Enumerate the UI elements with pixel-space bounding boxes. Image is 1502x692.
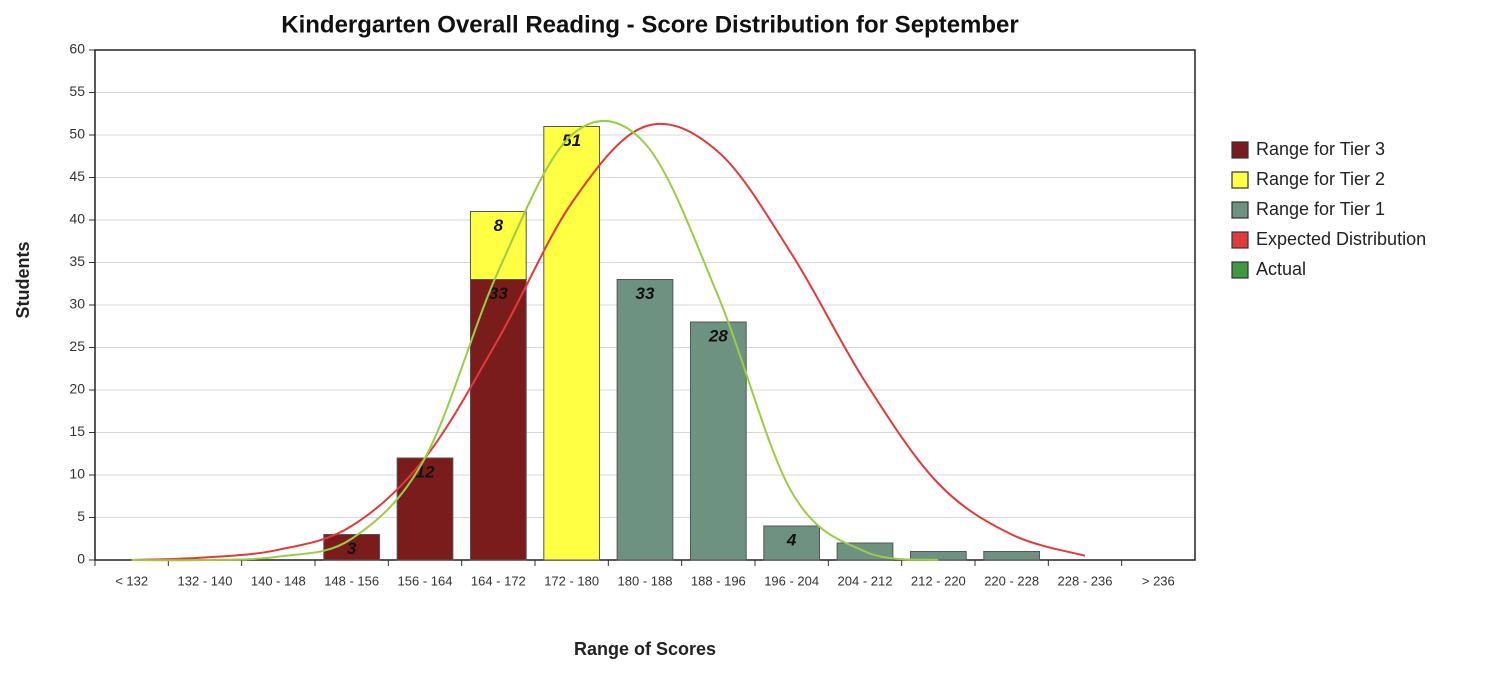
legend-swatch xyxy=(1231,231,1249,249)
x-tick-label: 156 - 164 xyxy=(398,573,453,588)
x-tick-label: 212 - 220 xyxy=(911,573,966,588)
y-tick-label: 5 xyxy=(77,508,85,524)
data-label: 33 xyxy=(489,284,508,303)
bar xyxy=(616,279,674,561)
data-label: 8 xyxy=(494,216,504,235)
y-tick-label: 55 xyxy=(69,83,85,99)
data-label: 28 xyxy=(708,326,728,345)
y-axis-title: Students xyxy=(13,241,33,318)
legend-swatch xyxy=(1231,171,1249,189)
chart-title: Kindergarten Overall Reading - Score Dis… xyxy=(281,11,1018,38)
data-label: 51 xyxy=(562,131,581,150)
bar xyxy=(983,551,1041,561)
data-label: 3 xyxy=(347,539,357,558)
data-label: 4 xyxy=(786,530,797,549)
legend-swatch xyxy=(1231,141,1249,159)
legend-label: Range for Tier 1 xyxy=(1256,199,1385,219)
y-tick-label: 0 xyxy=(77,551,85,567)
y-tick-label: 60 xyxy=(69,41,85,57)
y-tick-label: 45 xyxy=(69,168,85,184)
y-tick-label: 50 xyxy=(69,126,85,142)
y-tick-label: 40 xyxy=(69,211,85,227)
y-tick-label: 25 xyxy=(69,338,85,354)
bar xyxy=(763,525,821,561)
x-tick-label: 188 - 196 xyxy=(691,573,746,588)
y-tick-label: 20 xyxy=(69,381,85,397)
y-tick-label: 10 xyxy=(69,466,85,482)
legend-label: Actual xyxy=(1256,259,1306,279)
y-tick-label: 15 xyxy=(69,423,85,439)
x-tick-label: 220 - 228 xyxy=(984,573,1039,588)
bar xyxy=(396,457,454,561)
x-tick-label: > 236 xyxy=(1142,573,1175,588)
y-tick-label: 35 xyxy=(69,253,85,269)
x-tick-label: < 132 xyxy=(115,573,148,588)
line-series xyxy=(131,120,939,562)
x-tick-label: 164 - 172 xyxy=(471,573,526,588)
x-axis-title: Range of Scores xyxy=(574,639,716,659)
legend-label: Range for Tier 3 xyxy=(1256,139,1385,159)
bar xyxy=(543,126,601,561)
bar xyxy=(469,279,527,561)
y-tick-label: 30 xyxy=(69,296,85,312)
x-tick-label: 132 - 140 xyxy=(178,573,233,588)
bar xyxy=(469,211,527,280)
legend-label: Range for Tier 2 xyxy=(1256,169,1385,189)
x-tick-label: 140 - 148 xyxy=(251,573,306,588)
line-series xyxy=(131,122,1086,561)
x-tick-label: 228 - 236 xyxy=(1058,573,1113,588)
x-tick-label: 172 - 180 xyxy=(544,573,599,588)
legend-swatch xyxy=(1231,261,1249,279)
data-label: 33 xyxy=(636,284,655,303)
legend-swatch xyxy=(1231,201,1249,219)
x-tick-label: 180 - 188 xyxy=(618,573,673,588)
legend-label: Expected Distribution xyxy=(1256,229,1426,249)
x-tick-label: 148 - 156 xyxy=(324,573,379,588)
x-tick-label: 204 - 212 xyxy=(838,573,893,588)
x-tick-label: 196 - 204 xyxy=(764,573,819,588)
bar xyxy=(689,321,747,561)
